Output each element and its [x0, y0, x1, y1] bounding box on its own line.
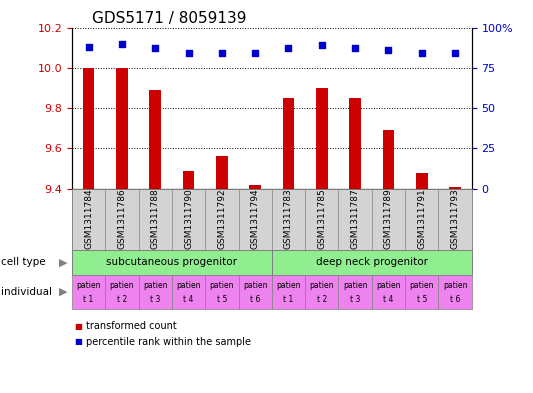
Bar [416, 173, 427, 189]
Text: GSM1311794: GSM1311794 [251, 189, 260, 250]
Text: t 4: t 4 [383, 295, 393, 304]
Text: GSM1311789: GSM1311789 [384, 189, 393, 250]
Text: t 5: t 5 [417, 295, 427, 304]
Text: GSM1311787: GSM1311787 [351, 189, 360, 250]
Text: cell type: cell type [1, 257, 45, 267]
Point [318, 42, 326, 48]
Text: deep neck progenitor: deep neck progenitor [316, 257, 428, 267]
Text: GSM1311783: GSM1311783 [284, 189, 293, 250]
Bar [449, 187, 461, 189]
Text: patien: patien [76, 281, 101, 290]
Bar [249, 185, 261, 189]
Text: transformed count: transformed count [86, 321, 177, 331]
Bar [383, 130, 394, 189]
Text: t 2: t 2 [117, 295, 127, 304]
Text: t 3: t 3 [350, 295, 360, 304]
Text: patien: patien [176, 281, 201, 290]
Point [251, 50, 260, 57]
Text: ■: ■ [75, 338, 83, 346]
Text: patien: patien [310, 281, 334, 290]
Bar [282, 98, 294, 189]
Text: patien: patien [110, 281, 134, 290]
Bar [149, 90, 161, 189]
Text: t 5: t 5 [217, 295, 227, 304]
Point [151, 45, 159, 51]
Text: patien: patien [243, 281, 268, 290]
Text: percentile rank within the sample: percentile rank within the sample [86, 337, 252, 347]
Text: GSM1311788: GSM1311788 [151, 189, 160, 250]
Text: ■: ■ [75, 322, 83, 331]
Point [451, 50, 459, 57]
Point [84, 44, 93, 50]
Point [417, 50, 426, 57]
Point [284, 45, 293, 51]
Text: t 3: t 3 [150, 295, 160, 304]
Text: patien: patien [143, 281, 167, 290]
Text: patien: patien [276, 281, 301, 290]
Text: GSM1311784: GSM1311784 [84, 189, 93, 250]
Text: ▶: ▶ [59, 257, 67, 267]
Text: t 1: t 1 [84, 295, 94, 304]
Text: t 6: t 6 [450, 295, 460, 304]
Point [184, 50, 193, 57]
Text: t 1: t 1 [284, 295, 294, 304]
Bar [316, 88, 328, 189]
Bar [116, 68, 128, 189]
Text: t 4: t 4 [183, 295, 193, 304]
Text: GSM1311791: GSM1311791 [417, 189, 426, 250]
Text: GDS5171 / 8059139: GDS5171 / 8059139 [92, 11, 246, 26]
Text: patien: patien [376, 281, 401, 290]
Text: patien: patien [409, 281, 434, 290]
Point [384, 47, 393, 53]
Point [118, 40, 126, 47]
Text: ▶: ▶ [59, 287, 67, 297]
Point [217, 50, 226, 57]
Text: GSM1311792: GSM1311792 [217, 189, 227, 250]
Text: patien: patien [443, 281, 467, 290]
Bar [349, 98, 361, 189]
Text: GSM1311793: GSM1311793 [450, 189, 459, 250]
Text: t 6: t 6 [250, 295, 260, 304]
Text: GSM1311786: GSM1311786 [117, 189, 126, 250]
Text: GSM1311790: GSM1311790 [184, 189, 193, 250]
Text: patien: patien [209, 281, 234, 290]
Text: subcutaneous progenitor: subcutaneous progenitor [107, 257, 237, 267]
Bar [183, 171, 195, 189]
Text: individual: individual [1, 287, 52, 297]
Text: GSM1311785: GSM1311785 [317, 189, 326, 250]
Text: t 2: t 2 [317, 295, 327, 304]
Point [351, 45, 359, 51]
Bar [216, 156, 228, 189]
Text: patien: patien [343, 281, 367, 290]
Bar [83, 68, 94, 189]
